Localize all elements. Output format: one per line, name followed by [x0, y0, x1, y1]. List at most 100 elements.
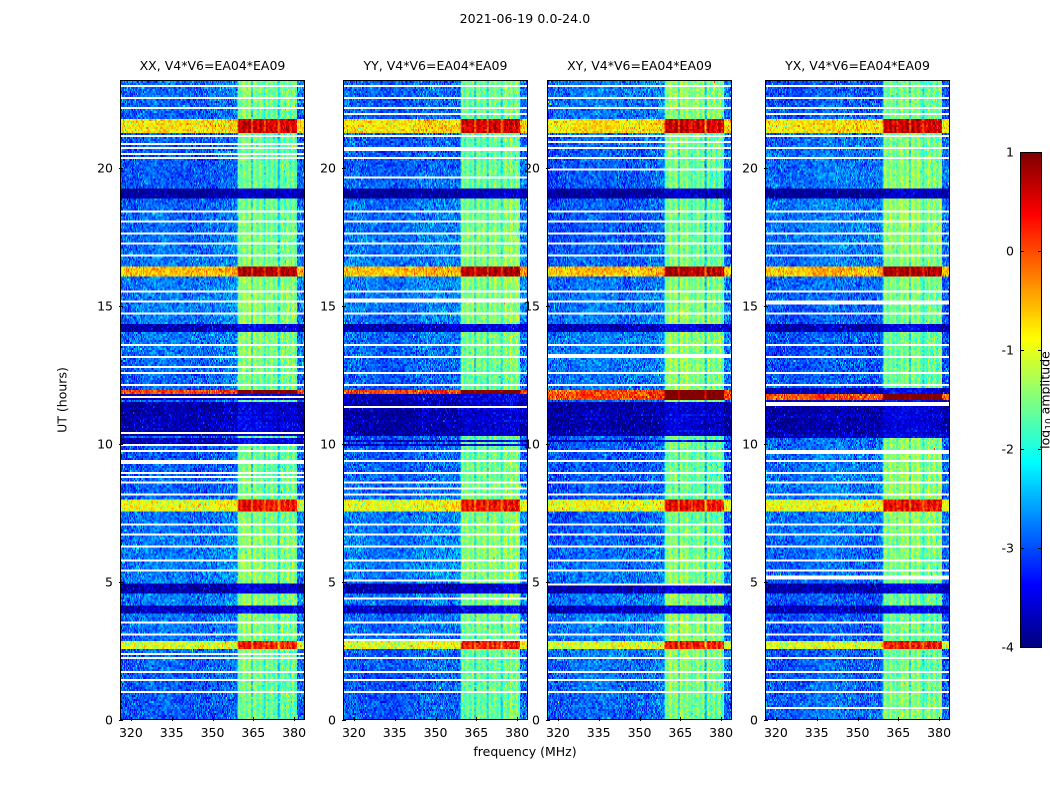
- waterfall-image: [344, 81, 527, 719]
- x-tick: [775, 717, 777, 721]
- x-tick-label: 320: [341, 725, 366, 740]
- waterfall-image: [766, 81, 949, 719]
- y-tick-label: 15: [97, 298, 113, 314]
- waterfall-image: [548, 81, 731, 719]
- y-tick: [764, 168, 768, 170]
- x-tick: [857, 717, 859, 721]
- x-tick: [816, 717, 818, 721]
- y-tick: [342, 720, 346, 721]
- y-axis-label: UT (hours): [54, 367, 70, 433]
- y-tick-label: 15: [524, 298, 540, 314]
- y-tick: [119, 444, 123, 446]
- panel-xx: XX, V4*V6=EA04*EA09 320 335 350 365 380 0 5 10 15…: [97, 58, 306, 740]
- x-tick-label: 380: [709, 725, 734, 740]
- x-tick: [680, 717, 682, 721]
- y-tick-label: 15: [320, 298, 336, 314]
- colorbar-gradient: [1020, 152, 1042, 648]
- y-tick-label: 5: [328, 574, 336, 590]
- y-tick-label: 5: [532, 574, 540, 590]
- x-tick-label: 320: [118, 725, 143, 740]
- x-tick-label: 350: [627, 725, 652, 740]
- y-tick: [546, 582, 550, 584]
- x-tick: [253, 717, 255, 721]
- waterfall-image: [121, 81, 304, 719]
- y-tick: [119, 168, 123, 170]
- colorbar-tick: [1020, 251, 1024, 252]
- panel-axes[interactable]: [765, 80, 950, 720]
- x-tick: [212, 717, 214, 721]
- y-tick: [546, 720, 550, 721]
- colorbar-tick: [1038, 152, 1042, 153]
- y-tick: [764, 444, 768, 446]
- x-tick-label: 320: [545, 725, 570, 740]
- x-tick: [557, 717, 559, 721]
- colorbar-tick: [1020, 449, 1024, 450]
- y-tick-label: 0: [532, 712, 540, 728]
- colorbar-label-tail: amplitude: [1037, 351, 1050, 415]
- colorbar-tick-label: 1: [1006, 144, 1014, 160]
- y-tick-label: 5: [105, 574, 113, 590]
- panel-axes[interactable]: [343, 80, 528, 720]
- y-tick-label: 15: [742, 298, 758, 314]
- x-tick: [171, 717, 173, 721]
- colorbar: -4 -3 -2 -1 0 1: [1002, 145, 1042, 655]
- x-tick-label: 365: [464, 725, 489, 740]
- x-tick: [721, 717, 723, 721]
- y-tick-label: 10: [320, 436, 336, 452]
- y-tick: [342, 168, 346, 170]
- y-tick-label: 0: [105, 712, 113, 728]
- colorbar-tick-label: -2: [1001, 441, 1014, 457]
- y-tick-label: 0: [750, 712, 758, 728]
- panel-title: XY, V4*V6=EA04*EA09: [567, 58, 712, 73]
- colorbar-label: log10 amplitude: [1038, 351, 1050, 449]
- colorbar-tick: [1038, 548, 1042, 549]
- colorbar-label-sub: 10: [1044, 418, 1050, 430]
- panel-yy: YY, V4*V6=EA04*EA09 320 335 350 365 380 0 5 10 15…: [320, 58, 529, 740]
- colorbar-label-main: log: [1037, 429, 1050, 449]
- y-tick-label: 20: [97, 160, 113, 176]
- y-tick-label: 10: [524, 436, 540, 452]
- colorbar-tick: [1020, 152, 1024, 153]
- y-tick-label: 20: [320, 160, 336, 176]
- x-tick: [517, 717, 519, 721]
- colorbar-tick-label: -1: [1001, 342, 1014, 358]
- y-tick-label: 5: [750, 574, 758, 590]
- y-tick: [546, 306, 550, 308]
- x-tick: [353, 717, 355, 721]
- x-tick: [639, 717, 641, 721]
- x-tick-label: 380: [505, 725, 530, 740]
- x-tick-label: 335: [586, 725, 611, 740]
- x-tick: [939, 717, 941, 721]
- y-tick: [119, 582, 123, 584]
- y-tick: [342, 444, 346, 446]
- panel-yx: YX, V4*V6=EA04*EA09 320 335 350 365 380 0 5 10 15…: [742, 58, 951, 740]
- panel-axes[interactable]: [120, 80, 305, 720]
- x-tick-label: 320: [763, 725, 788, 740]
- x-tick: [294, 717, 296, 721]
- y-tick: [764, 306, 768, 308]
- y-tick-label: 10: [97, 436, 113, 452]
- y-tick: [119, 720, 123, 721]
- figure-suptitle: 2021-06-19 0.0-24.0: [459, 11, 591, 26]
- x-tick-label: 350: [200, 725, 225, 740]
- colorbar-tick: [1038, 647, 1042, 648]
- x-tick-label: 365: [668, 725, 693, 740]
- colorbar-tick-label: -3: [1001, 540, 1014, 556]
- colorbar-tick: [1038, 251, 1042, 252]
- x-tick: [476, 717, 478, 721]
- x-tick-label: 365: [886, 725, 911, 740]
- y-tick-label: 10: [742, 436, 758, 452]
- y-tick: [764, 582, 768, 584]
- y-tick-label: 20: [742, 160, 758, 176]
- colorbar-tick-label: 0: [1006, 243, 1014, 259]
- colorbar-tick: [1020, 647, 1024, 648]
- x-tick: [130, 717, 132, 721]
- panel-axes[interactable]: [547, 80, 732, 720]
- x-tick-label: 380: [927, 725, 952, 740]
- x-tick-label: 335: [382, 725, 407, 740]
- x-tick-label: 350: [845, 725, 870, 740]
- y-tick: [342, 582, 346, 584]
- colorbar-tick: [1038, 449, 1042, 450]
- y-tick: [119, 306, 123, 308]
